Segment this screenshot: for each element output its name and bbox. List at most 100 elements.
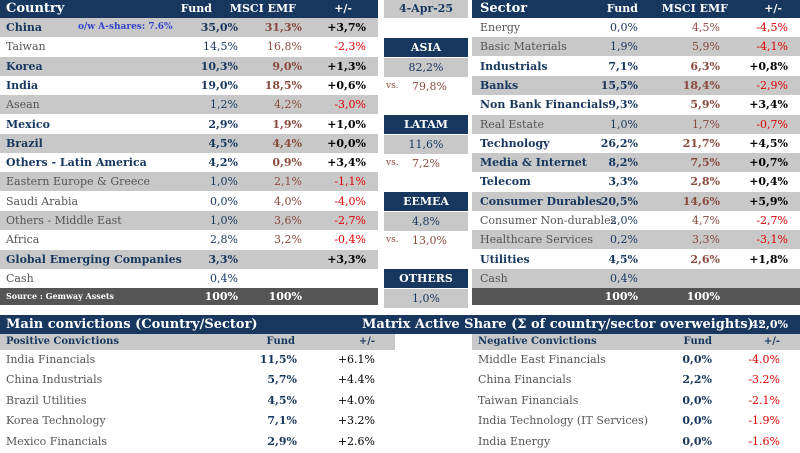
country-diff: +1,0%	[327, 117, 366, 131]
sector-diff: -3,1%	[756, 233, 788, 247]
sector-header: Sector	[480, 1, 528, 16]
sector-emf: 21,7%	[682, 136, 720, 150]
country-emf: 18,5%	[264, 78, 302, 92]
sector-name: Telecom	[480, 175, 531, 189]
sector-name: Banks	[480, 78, 519, 92]
region-fund: 11,6%	[384, 135, 468, 154]
conviction-name: China Financials	[478, 373, 572, 387]
sector-emf: 4,7%	[692, 214, 720, 227]
sector-name: Consumer Durables	[480, 194, 603, 208]
sector-diff: +4,5%	[749, 136, 788, 150]
country-name: Asean	[6, 98, 40, 112]
matrix-value: 42,0%	[750, 318, 788, 331]
country-row: Cash 0,4%	[0, 269, 378, 288]
conviction-name: India Financials	[6, 353, 96, 366]
sector-row: Telecom 3,3% 2,8% +0,4%	[472, 172, 800, 191]
country-row: Asean 1,2% 4,2% -3,0%	[0, 95, 378, 115]
country-row: Taiwan 14,5% 16,8% -2,3%	[0, 37, 378, 56]
convictions-title: Main convictions (Country/Sector)	[6, 317, 258, 332]
sector-diff: +5,9%	[749, 194, 788, 208]
sector-row: Real Estate 1,0% 1,7% -0,7%	[472, 114, 800, 134]
country-row: Eastern Europe & Greece 1,0% 2,1% -1,1%	[0, 172, 378, 192]
ashares-note: o/w A-shares: 7.6%	[78, 22, 173, 32]
sector-fund: 7,1%	[608, 59, 638, 73]
country-diff: +1,3%	[327, 59, 366, 73]
sector-fund: 15,5%	[600, 78, 638, 92]
conviction-name: China Industrials	[6, 373, 103, 387]
sector-emf: 5,9%	[692, 40, 720, 54]
sector-fund: 9,3%	[608, 98, 638, 112]
sector-header-row: Sector Fund MSCI EMF +/-	[472, 0, 800, 18]
country-fund: 0,0%	[210, 194, 238, 208]
sector-panel: Sector Fund MSCI EMF +/- Energy 0,0% 4,5% -…	[472, 0, 800, 305]
source-label: Source : Gemway Assets	[6, 291, 115, 301]
country-diff: +3,4%	[327, 156, 366, 170]
country-emf: 9,0%	[272, 59, 302, 73]
country-fund: 2,8%	[210, 233, 238, 247]
negative-row: India Technology (IT Services) 0,0% -1.9%	[472, 411, 800, 431]
conviction-fund: 0,0%	[682, 434, 712, 448]
sector-diff: +0,4%	[749, 175, 788, 189]
conviction-diff: +3.2%	[337, 414, 375, 428]
country-row: Brazil 4,5% 4,4% +0,0%	[0, 133, 378, 153]
conviction-name: Mexico Financials	[6, 434, 108, 448]
sector-diff: +3,4%	[749, 98, 788, 112]
conviction-name: Taiwan Financials	[478, 393, 579, 407]
country-row: Global Emerging Companies 3,3% +3,3%	[0, 249, 378, 269]
sector-emf: 14,6%	[682, 194, 720, 208]
sector-name: Industrials	[480, 59, 548, 73]
country-diff: -3,0%	[334, 98, 366, 112]
sector-emf: 6,3%	[690, 59, 720, 73]
positive-row: China Industrials 5,7% +4.4%	[0, 370, 395, 390]
country-fund: 1,0%	[210, 175, 238, 189]
sector-emf-header: MSCI EMF	[661, 2, 728, 15]
sector-row: Cash 0,4%	[472, 268, 800, 288]
country-emf: 31,3%	[264, 21, 302, 34]
sector-fund: 8,2%	[608, 156, 638, 170]
conviction-diff: -4.0%	[748, 353, 780, 366]
positive-fund-header: Fund	[266, 336, 295, 347]
sector-diff: -4,1%	[756, 40, 788, 54]
country-name: Eastern Europe & Greece	[6, 175, 151, 189]
sector-row: Healthcare Services 0,2% 3,3% -3,1%	[472, 230, 800, 250]
negative-row: Middle East Financials 0,0% -4.0%	[472, 350, 800, 370]
conviction-fund: 0,0%	[682, 414, 712, 428]
sector-row: Energy 0,0% 4,5% -4,5%	[472, 18, 800, 37]
country-name: Taiwan	[6, 40, 46, 54]
sector-fund: 2,0%	[610, 214, 638, 227]
country-panel: Country Fund MSCI EMF +/- China 35,0% 31,3…	[0, 0, 378, 305]
country-emf: 16,8%	[267, 40, 302, 54]
sector-fund-header: Fund	[606, 2, 638, 15]
positive-header-row: Positive Convictions Fund +/-	[0, 334, 395, 350]
positive-header: Positive Convictions	[6, 336, 120, 347]
sector-name: Technology	[480, 136, 550, 150]
sector-row: Consumer Non-durables 2,0% 4,7% -2,7%	[472, 211, 800, 230]
conviction-fund: 0,0%	[682, 353, 712, 366]
sector-emf: 2,8%	[690, 175, 720, 189]
conviction-fund: 0,0%	[682, 393, 712, 407]
country-diff: +3,7%	[327, 21, 366, 34]
conviction-diff: +2.6%	[337, 434, 375, 448]
country-emf: 2,1%	[274, 175, 302, 189]
matrix-label: Matrix Active Share (Σ of country/sector…	[362, 317, 764, 332]
sector-row: Media & Internet 8,2% 7,5% +0,7%	[472, 153, 800, 173]
country-row: China 35,0% 31,3% +3,7%	[0, 18, 378, 37]
country-fund: 19,0%	[200, 78, 238, 92]
conviction-name: Brazil Utilities	[6, 393, 87, 407]
country-row: Korea 10,3% 9,0% +1,3%	[0, 56, 378, 76]
sector-diff-header: +/-	[764, 2, 782, 15]
country-diff: -1,1%	[334, 175, 366, 189]
country-fund: 0,4%	[210, 271, 238, 285]
region-panel: 4-Apr-25 ASIA 82,2% vs. 79,8% LATAM 11,6% vs. 7…	[384, 0, 468, 308]
negative-row: India Energy 0,0% -1.6%	[472, 432, 800, 452]
country-row: Africa 2,8% 3,2% -0,4%	[0, 230, 378, 249]
negative-row: China Financials 2,2% -3.2%	[472, 370, 800, 390]
conviction-diff: +4.0%	[337, 393, 375, 407]
country-diff: -2,3%	[334, 40, 366, 54]
country-fund: 14,5%	[203, 40, 238, 54]
country-name: Saudi Arabia	[6, 194, 79, 208]
conviction-fund: 2,2%	[682, 373, 712, 387]
bench-value: 13,0%	[412, 234, 447, 247]
country-name: Others - Latin America	[6, 156, 147, 170]
conviction-fund: 4,5%	[267, 393, 297, 407]
